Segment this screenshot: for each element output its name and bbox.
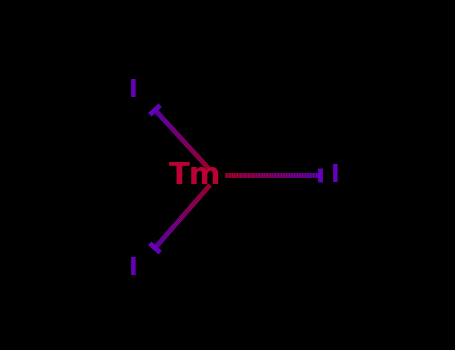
Text: Tm: Tm: [169, 161, 221, 189]
Text: I: I: [129, 78, 137, 102]
Text: I: I: [331, 163, 339, 187]
Text: I: I: [129, 256, 137, 280]
